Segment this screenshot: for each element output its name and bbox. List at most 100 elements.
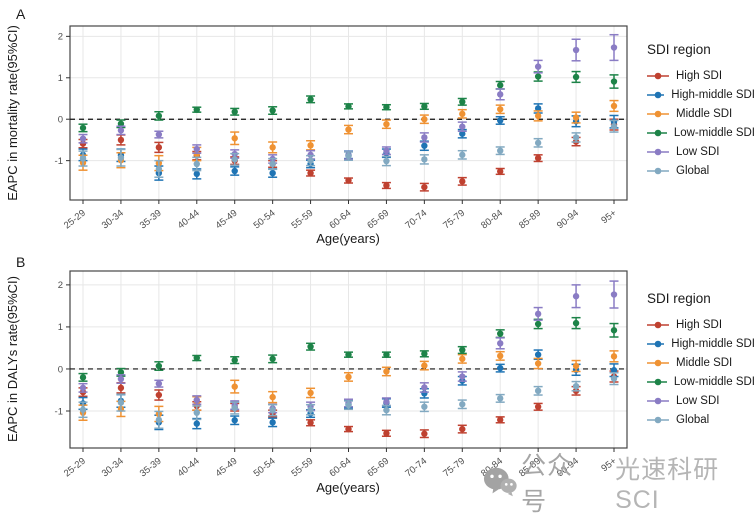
panel-b-legend: SDI region High SDI High-middle SDI Middle… — [647, 291, 755, 429]
legend-item-label: Low SDI — [676, 394, 720, 407]
x-tick-label: 65-69 — [365, 456, 391, 480]
x-tick-label: 80-84 — [479, 208, 505, 232]
x-tick-label: 60-64 — [327, 456, 353, 480]
data-point — [534, 139, 542, 147]
data-point — [534, 351, 542, 358]
data-point — [307, 96, 314, 103]
data-point — [610, 327, 618, 334]
data-point — [383, 430, 390, 437]
legend-item-label: Global — [676, 164, 710, 177]
data-point — [421, 134, 428, 141]
data-point — [345, 177, 352, 184]
data-point — [307, 406, 314, 413]
data-point — [193, 160, 200, 168]
data-point — [497, 330, 504, 337]
data-point — [572, 114, 580, 121]
data-point — [610, 44, 618, 51]
legend-item-label: Middle SDI — [676, 356, 733, 369]
data-point — [231, 108, 238, 115]
data-point — [610, 291, 618, 298]
x-tick-label: 70-74 — [403, 208, 429, 232]
data-point — [534, 387, 542, 395]
data-point — [421, 362, 428, 369]
x-tick-label: 30-34 — [100, 456, 126, 480]
data-point — [610, 367, 618, 374]
data-point — [231, 135, 238, 142]
data-point — [572, 293, 580, 300]
data-point — [383, 398, 390, 405]
panel-b-label: B — [16, 254, 25, 270]
legend-item-low-sdi: Low SDI — [647, 391, 755, 410]
x-tick-label: 60-64 — [327, 208, 353, 232]
data-point — [497, 340, 504, 347]
x-tick-label: 50-54 — [252, 456, 278, 480]
data-point — [117, 127, 125, 134]
panel-b-x-axis-title: Age(years) — [316, 480, 380, 495]
legend-item-label: High-middle SDI — [671, 88, 755, 101]
data-point — [459, 355, 466, 363]
legend-items: High SDI High-middle SDI Middle SDI Low-mid… — [647, 315, 755, 429]
x-tick-label: 45-49 — [214, 456, 240, 480]
data-point — [307, 419, 314, 426]
data-point — [345, 425, 352, 433]
watermark-name: 光速科研SCI — [615, 455, 720, 514]
legend-item-label: High-middle SDI — [671, 337, 755, 350]
data-point — [193, 420, 200, 427]
x-tick-label: 40-44 — [176, 208, 202, 232]
data-point — [610, 123, 618, 130]
x-tick-label: 70-74 — [403, 456, 429, 480]
x-tick-label: 45-49 — [214, 208, 240, 232]
data-point — [421, 183, 428, 191]
data-point — [497, 416, 504, 424]
data-point — [193, 396, 200, 404]
data-point — [459, 110, 466, 118]
data-point — [459, 401, 466, 408]
panel-a-label: A — [16, 6, 26, 22]
data-point — [79, 155, 87, 162]
data-point — [269, 160, 276, 168]
data-point — [421, 142, 428, 149]
x-tick-label: 35-39 — [138, 456, 164, 480]
data-point — [231, 383, 238, 390]
data-point — [459, 178, 466, 185]
data-point — [383, 147, 390, 154]
y-tick-label: 1 — [58, 73, 63, 84]
legend-item-middle-sdi: Middle SDI — [647, 353, 755, 372]
data-point — [459, 373, 466, 380]
legend-items: High SDI High-middle SDI Middle SDI Low-mid… — [647, 66, 755, 180]
legend-key-icon — [647, 72, 669, 79]
y-tick-label: -1 — [55, 156, 63, 167]
panel-a-x-axis-title: Age(years) — [316, 231, 380, 246]
legend-key-icon — [647, 167, 669, 174]
data-point — [231, 356, 238, 364]
watermark: 公众号 光速科研SCI — [483, 446, 756, 518]
data-point — [269, 169, 276, 177]
data-point — [534, 63, 542, 70]
data-point — [155, 380, 163, 387]
x-tick-label: 25-29 — [62, 208, 88, 232]
x-tick-label: 55-59 — [289, 208, 315, 232]
legend-item-low-middle-sdi: Low-middle SDI — [647, 372, 755, 391]
data-point — [193, 354, 200, 362]
panel-a-legend: SDI region High SDI High-middle SDI Middle… — [647, 42, 755, 180]
legend-item-label: Middle SDI — [676, 107, 733, 120]
x-tick-label: 75-79 — [441, 456, 467, 480]
legend-item-middle-sdi: Middle SDI — [647, 104, 755, 123]
legend-key-icon — [647, 110, 669, 117]
legend-item-label: Global — [676, 413, 710, 426]
data-point — [610, 353, 618, 360]
data-point — [383, 351, 390, 358]
data-point — [421, 156, 428, 163]
data-point — [79, 140, 87, 147]
legend-key-icon — [647, 416, 669, 423]
legend-key-icon — [647, 378, 667, 385]
x-tick-label: 55-59 — [289, 456, 315, 480]
data-point — [307, 389, 314, 397]
data-point — [155, 112, 163, 120]
data-point — [421, 116, 428, 123]
data-point — [534, 154, 542, 162]
data-point — [117, 136, 125, 144]
data-point — [383, 120, 390, 128]
data-point — [155, 362, 163, 370]
legend-key-icon — [647, 91, 665, 98]
